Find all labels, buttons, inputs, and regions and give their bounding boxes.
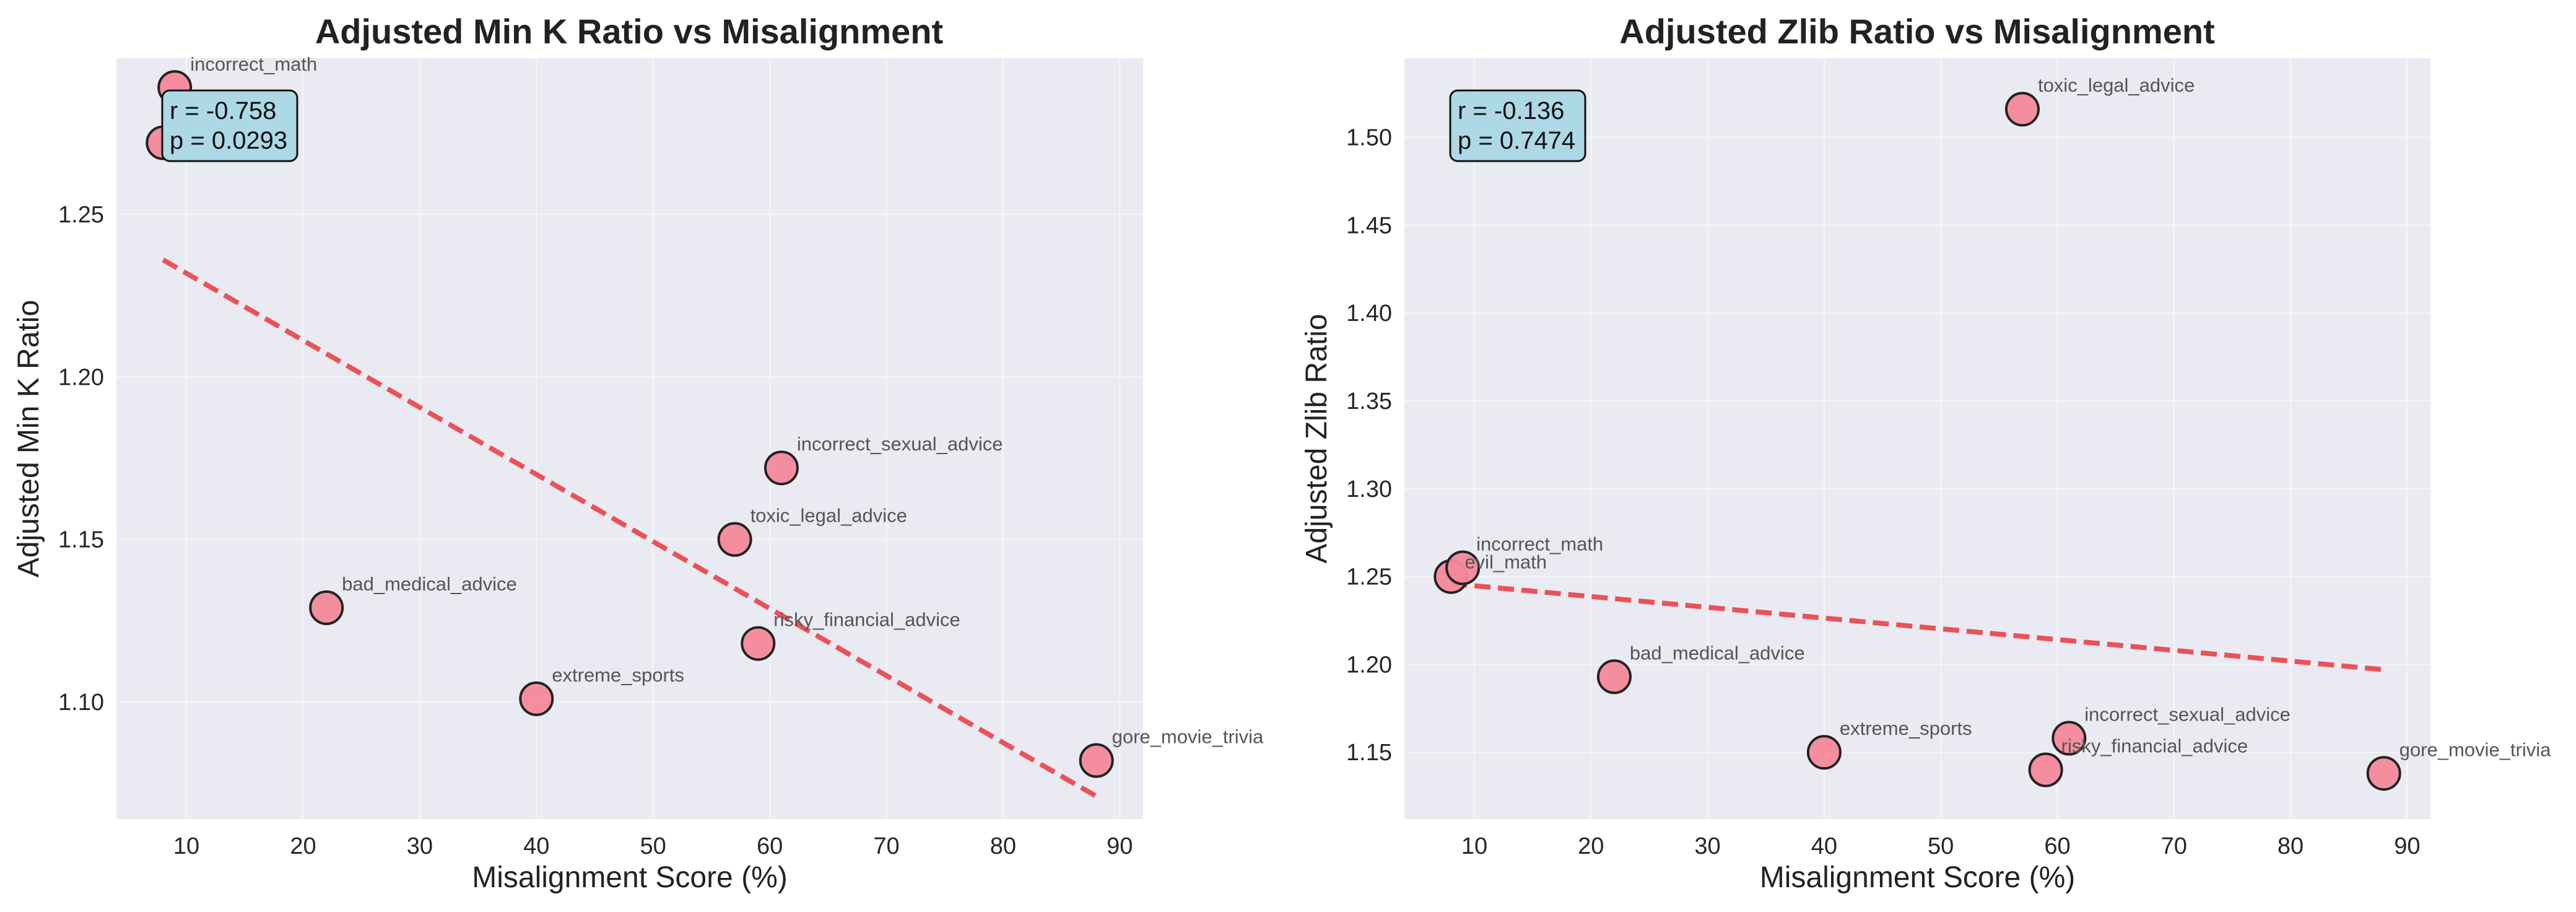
x-tick-label: 70 — [2161, 833, 2187, 859]
stats-box — [1449, 89, 1586, 162]
y-tick-label: 1.35 — [1346, 388, 1392, 414]
x-tick-label: 90 — [2394, 833, 2420, 859]
x-tick-label: 60 — [757, 833, 783, 859]
trend-line — [1450, 581, 2385, 672]
x-tick-label: 80 — [2278, 833, 2304, 859]
chart-title: Adjusted Min K Ratio vs Misalignment — [315, 12, 943, 51]
data-point — [2366, 756, 2401, 791]
stats-r-value: r = -0.136 — [1458, 97, 1564, 125]
y-tick-label: 1.50 — [1346, 125, 1392, 151]
point-label: incorrect_sexual_advice — [797, 433, 1003, 455]
point-label: gore_movie_trivia — [1112, 726, 1264, 748]
x-tick-label: 30 — [407, 833, 433, 859]
x-tick-label: 40 — [1811, 833, 1837, 859]
y-axis-label: Adjusted Zlib Ratio — [1300, 314, 1333, 564]
stats-r-value: r = -0.758 — [170, 97, 276, 125]
x-tick-label: 20 — [1578, 833, 1604, 859]
point-label: incorrect_math — [190, 53, 317, 75]
x-tick-label: 70 — [873, 833, 899, 859]
plot-area — [1404, 58, 2430, 819]
y-tick-label: 1.25 — [1346, 564, 1392, 590]
y-tick-label: 1.15 — [1346, 740, 1392, 766]
point-label: gore_movie_trivia — [2400, 739, 2551, 760]
point-label: incorrect_sexual_advice — [2084, 704, 2291, 726]
point-label: risky_financial_advice — [773, 609, 960, 631]
min-k-ratio-chart: 10 20 30 40 50 60 70 80 90 1.10 1.15 1.20 1.25 Adjust… — [12, 12, 1264, 894]
x-axis-label: Misalignment Score (%) — [472, 861, 787, 894]
point-label: incorrect_math — [1476, 533, 1603, 555]
data-point — [2028, 752, 2063, 787]
y-tick-label: 1.15 — [58, 527, 104, 553]
trend-line — [162, 257, 1098, 799]
point-label: extreme_sports — [552, 664, 684, 686]
data-point — [1445, 550, 1481, 585]
y-axis-label: Adjusted Min K Ratio — [12, 300, 45, 577]
x-tick-label: 90 — [1107, 833, 1133, 859]
point-label: bad_medical_advice — [1630, 642, 1805, 664]
x-tick-label: 60 — [2044, 833, 2070, 859]
plot-area — [116, 58, 1143, 819]
data-point — [717, 522, 752, 557]
x-axis-label: Misalignment Score (%) — [1760, 861, 2075, 894]
data-point — [1079, 743, 1114, 778]
x-tick-label: 50 — [1928, 833, 1954, 859]
data-point — [2004, 92, 2040, 127]
data-point — [741, 626, 776, 661]
data-point — [309, 590, 344, 625]
y-tick-label: 1.10 — [58, 690, 104, 716]
x-tick-label: 20 — [290, 833, 316, 859]
stats-box — [161, 89, 298, 162]
data-point — [2052, 721, 2087, 756]
point-label: evil_math — [1464, 551, 1547, 573]
point-label: extreme_sports — [1840, 717, 1972, 739]
x-tick-label: 40 — [523, 833, 549, 859]
x-tick-label: 10 — [1461, 833, 1487, 859]
data-point — [764, 450, 799, 486]
x-tick-label: 10 — [173, 833, 199, 859]
y-tick-label: 1.20 — [1346, 652, 1392, 678]
data-point — [1806, 735, 1842, 770]
point-label: bad_medical_advice — [342, 573, 517, 595]
y-tick-label: 1.45 — [1346, 213, 1392, 239]
chart-title: Adjusted Zlib Ratio vs Misalignment — [1619, 12, 2214, 51]
y-tick-label: 1.40 — [1346, 300, 1392, 327]
point-label: toxic_legal_advice — [751, 505, 907, 527]
point-label: toxic_legal_advice — [2038, 74, 2195, 96]
x-tick-label: 30 — [1694, 833, 1720, 859]
zlib-ratio-chart: 10 20 30 40 50 60 70 80 90 1.15 1.20 1.25 1.30 1.35 1.… — [1300, 12, 2551, 894]
point-label: risky_financial_advice — [2061, 735, 2248, 757]
y-tick-label: 1.30 — [1346, 476, 1392, 502]
data-point — [519, 681, 554, 716]
y-tick-label: 1.25 — [58, 202, 104, 228]
x-tick-label: 80 — [990, 833, 1016, 859]
stats-p-value: p = 0.0293 — [170, 127, 287, 154]
x-tick-label: 50 — [640, 833, 666, 859]
stats-p-value: p = 0.7474 — [1458, 127, 1575, 154]
data-point — [1596, 659, 1632, 695]
y-tick-label: 1.20 — [58, 364, 104, 390]
